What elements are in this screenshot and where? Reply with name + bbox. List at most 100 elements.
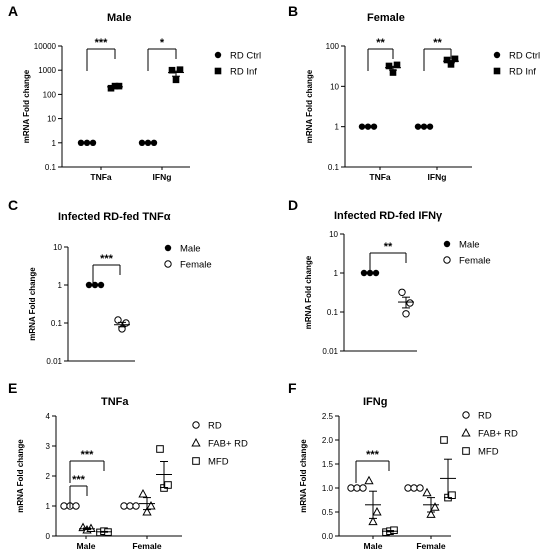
panel-d-point bbox=[402, 310, 410, 318]
panel-f-y-tick-label: 2.5 bbox=[322, 412, 334, 421]
panel-f-x-tick-label: Female bbox=[416, 541, 446, 551]
panel-c-legend-marker bbox=[164, 260, 172, 268]
panel-e-y-tick-label: 0 bbox=[46, 532, 51, 541]
panel-c-title: Infected RD-fed TNFα bbox=[58, 211, 171, 223]
panel-e-y-tick-label: 4 bbox=[46, 412, 51, 421]
panel-a-x-tick-label: IFNg bbox=[153, 172, 172, 182]
panel-f-y-tick-label: 1.0 bbox=[322, 484, 334, 493]
panel-f-legend-label: FAB+ RD bbox=[478, 429, 518, 440]
panel-d-point bbox=[406, 299, 414, 307]
panel-d-legend-label: Male bbox=[459, 240, 480, 251]
panel-f-y-tick-label: 1.5 bbox=[322, 460, 334, 469]
panel-f-legend-marker bbox=[462, 447, 470, 455]
panel-b-label: B bbox=[288, 3, 298, 19]
panel-e-legend-marker bbox=[192, 457, 200, 465]
panel-c-legend-label: Male bbox=[180, 244, 201, 255]
panel-e-x-tick-label: Male bbox=[77, 541, 96, 551]
panel-f-point bbox=[416, 484, 424, 492]
panel-f-legend-marker bbox=[461, 427, 471, 437]
panel-a-point bbox=[83, 139, 91, 146]
panel-a-significance-label: * bbox=[160, 37, 165, 49]
panel-a-y-tick-label: 10000 bbox=[34, 42, 57, 51]
panel-b-point bbox=[389, 69, 397, 76]
panel-f-point bbox=[372, 506, 382, 516]
panel-f-title: IFNg bbox=[363, 396, 387, 408]
panel-d-y-tick-label: 10 bbox=[329, 230, 338, 239]
panel-b-title: Female bbox=[367, 12, 405, 24]
panel-f-legend-label: RD bbox=[478, 411, 492, 422]
panel-a-title: Male bbox=[107, 12, 131, 24]
panel-e-point bbox=[164, 481, 172, 489]
panel-e-y-tick-label: 3 bbox=[46, 442, 51, 451]
panel-c-point bbox=[85, 281, 93, 289]
panel-b-y-tick-label: 10 bbox=[330, 82, 339, 91]
panel-c-legend-marker bbox=[164, 244, 172, 252]
panel-a-significance-label: *** bbox=[95, 37, 109, 49]
panel-a-legend-marker bbox=[214, 51, 222, 59]
panel-f-label: F bbox=[288, 380, 297, 396]
panel-a-point bbox=[144, 139, 152, 146]
panel-f-point bbox=[426, 509, 436, 518]
panel-e-y-tick-label: 2 bbox=[46, 472, 51, 481]
panel-e-label: E bbox=[8, 380, 17, 396]
panel-f-point bbox=[359, 484, 367, 492]
panel-b-y-tick-label: 100 bbox=[326, 42, 340, 51]
panel-e-point bbox=[60, 502, 68, 510]
panel-d-point bbox=[372, 269, 380, 277]
panel-a-point bbox=[150, 139, 158, 146]
panel-f-point bbox=[347, 484, 355, 492]
panel-f-y-tick-label: 0.0 bbox=[322, 532, 334, 541]
panel-e-point bbox=[132, 502, 140, 510]
panel-f-point bbox=[422, 487, 432, 497]
panel-c-y-tick-label: 0.1 bbox=[51, 319, 63, 328]
panel-e-legend-label: MFD bbox=[208, 457, 229, 468]
panel-a-point bbox=[89, 139, 97, 146]
panel-c-point bbox=[97, 281, 105, 289]
panel-b-significance-label: ** bbox=[376, 37, 385, 49]
panel-e-point bbox=[156, 445, 164, 453]
panel-f-point bbox=[440, 436, 448, 444]
panel-b-point bbox=[364, 123, 372, 130]
panel-e-point bbox=[138, 488, 148, 498]
panel-e-legend-label: FAB+ RD bbox=[208, 439, 248, 450]
panel-b-x-tick-label: TNFa bbox=[369, 172, 391, 182]
panel-e-significance-label: *** bbox=[81, 449, 95, 461]
panel-a-legend-marker bbox=[214, 67, 222, 75]
panel-a-point bbox=[138, 139, 146, 146]
panel-d-y-tick-label: 0.01 bbox=[322, 347, 338, 356]
panel-d-y-tick-label: 0.1 bbox=[327, 308, 339, 317]
panel-a-legend-label: RD Inf bbox=[230, 67, 257, 78]
panel-b-point bbox=[420, 123, 428, 130]
panel-c-y-tick-label: 1 bbox=[58, 281, 63, 290]
panel-b-legend-marker bbox=[493, 51, 501, 59]
panel-f-point bbox=[430, 502, 440, 511]
panel-e-point bbox=[120, 502, 128, 510]
panel-c-label: C bbox=[8, 197, 18, 213]
panel-f-x-tick-label: Male bbox=[364, 541, 383, 551]
panel-d-point bbox=[398, 288, 406, 296]
panel-b-point bbox=[370, 123, 378, 130]
panel-c-point bbox=[122, 319, 130, 327]
panel-b-point bbox=[358, 123, 366, 130]
panel-b-x-tick-label: IFNg bbox=[428, 172, 447, 182]
panel-a-y-tick-label: 1 bbox=[52, 139, 57, 148]
panel-a-point bbox=[168, 66, 176, 74]
panel-a-point bbox=[77, 139, 85, 146]
panel-f-significance-label: *** bbox=[366, 449, 380, 461]
panel-a-y-tick-label: 100 bbox=[43, 90, 57, 99]
panel-b-legend-marker bbox=[493, 67, 501, 75]
panel-b-legend-label: RD Inf bbox=[509, 67, 536, 78]
panel-b-y-axis-label: mRNA Fold change bbox=[305, 69, 314, 143]
panel-f-point bbox=[353, 484, 361, 492]
panel-e-y-axis-label: mRNA Fold change bbox=[16, 439, 25, 513]
panel-e-significance-label: *** bbox=[72, 474, 86, 486]
panel-d-y-axis-label: mRNA Fold change bbox=[304, 255, 313, 329]
panel-e-point bbox=[126, 502, 134, 510]
panel-f-point bbox=[448, 491, 456, 499]
panel-f-legend-label: MFD bbox=[478, 447, 499, 458]
panel-a-y-tick-label: 0.1 bbox=[45, 163, 57, 172]
panel-d-point bbox=[360, 269, 368, 277]
panel-b-point bbox=[414, 123, 422, 130]
panel-b-point bbox=[451, 55, 459, 63]
